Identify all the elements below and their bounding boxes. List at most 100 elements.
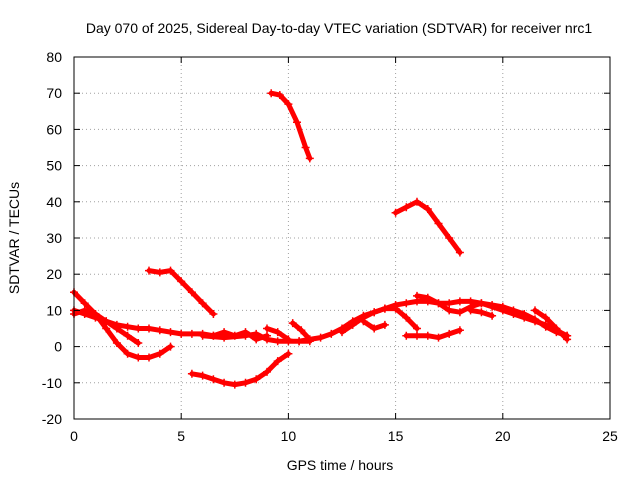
series-track-17 <box>466 306 497 320</box>
data-point <box>284 335 293 344</box>
data-point <box>445 299 454 308</box>
data-point <box>209 375 218 384</box>
data-point <box>402 299 411 308</box>
data-point <box>284 349 293 358</box>
data-point <box>102 324 111 333</box>
series-track-8 <box>267 89 314 163</box>
data-series <box>70 89 572 389</box>
data-point <box>455 326 464 335</box>
data-point <box>520 313 529 322</box>
data-point <box>166 266 175 275</box>
data-point <box>498 306 507 315</box>
data-point <box>455 248 464 257</box>
data-point <box>263 367 271 376</box>
data-point <box>391 304 400 313</box>
data-point <box>145 353 153 362</box>
series-line <box>189 351 291 388</box>
y-tick-label: -20 <box>42 411 62 427</box>
data-point <box>230 380 239 389</box>
y-tick-label: 70 <box>46 85 62 101</box>
data-point <box>293 118 301 127</box>
data-point <box>423 205 432 213</box>
series-track-16 <box>413 291 572 340</box>
series-track-3 <box>70 306 143 347</box>
data-point <box>198 331 207 340</box>
data-point <box>134 353 143 362</box>
data-point <box>241 328 250 337</box>
data-point <box>531 306 539 315</box>
data-point <box>348 320 357 329</box>
data-point <box>466 306 475 315</box>
data-point <box>80 306 89 315</box>
data-point <box>220 378 229 387</box>
data-point <box>305 335 314 344</box>
data-point <box>531 317 539 326</box>
data-point <box>370 324 379 333</box>
series-line <box>339 306 420 335</box>
data-point <box>155 349 164 358</box>
data-point <box>209 310 218 318</box>
y-axis-label: SDTVAR / TECUs <box>6 182 22 294</box>
data-point <box>177 329 186 338</box>
data-point <box>145 324 153 333</box>
data-point <box>145 266 153 275</box>
data-point <box>209 331 218 340</box>
data-point <box>166 342 175 351</box>
data-point <box>112 339 121 347</box>
data-point <box>509 310 518 318</box>
series-track-13 <box>359 317 389 333</box>
data-point <box>288 319 297 328</box>
data-point <box>295 337 304 346</box>
series-track-5 <box>187 349 293 389</box>
data-point <box>177 277 186 286</box>
y-tick-label: 60 <box>46 121 62 137</box>
x-tick-label: 20 <box>495 428 511 444</box>
data-point <box>273 337 282 346</box>
data-point <box>402 203 411 212</box>
y-tick-label: -10 <box>42 375 62 391</box>
grid <box>74 57 610 419</box>
data-point <box>155 268 164 277</box>
series-track-18 <box>531 306 572 344</box>
data-point <box>155 326 164 335</box>
series-line <box>532 307 570 342</box>
series-line <box>71 289 173 360</box>
series-track-14 <box>391 197 464 257</box>
data-point <box>123 322 132 331</box>
data-point <box>413 331 421 340</box>
data-point <box>370 308 379 317</box>
data-point <box>380 304 389 313</box>
series-track-7 <box>209 328 271 344</box>
y-tick-label: 50 <box>46 158 62 174</box>
data-point <box>220 328 229 337</box>
data-point <box>445 329 454 338</box>
data-point <box>423 293 432 302</box>
data-point <box>230 331 239 340</box>
y-tick-label: 20 <box>46 266 62 282</box>
data-point <box>413 197 421 206</box>
data-point <box>166 328 175 337</box>
data-point <box>134 339 143 347</box>
data-point <box>91 310 100 318</box>
data-point <box>273 357 282 366</box>
data-point <box>338 328 346 337</box>
data-point <box>413 324 421 333</box>
data-point <box>112 324 121 333</box>
data-point <box>263 324 271 333</box>
data-point <box>541 313 550 322</box>
y-tick-label: 10 <box>46 302 62 318</box>
data-point <box>477 308 486 317</box>
data-point <box>445 306 454 315</box>
data-point <box>263 331 271 340</box>
data-point <box>134 324 143 333</box>
y-tick-label: 0 <box>54 339 62 355</box>
y-tick-label: 80 <box>46 49 62 65</box>
data-point <box>275 91 284 99</box>
y-tick-label: 40 <box>46 194 62 210</box>
data-point <box>252 335 261 344</box>
data-point <box>187 369 196 378</box>
data-point <box>434 219 443 228</box>
data-point <box>316 333 325 342</box>
data-point <box>301 143 310 152</box>
